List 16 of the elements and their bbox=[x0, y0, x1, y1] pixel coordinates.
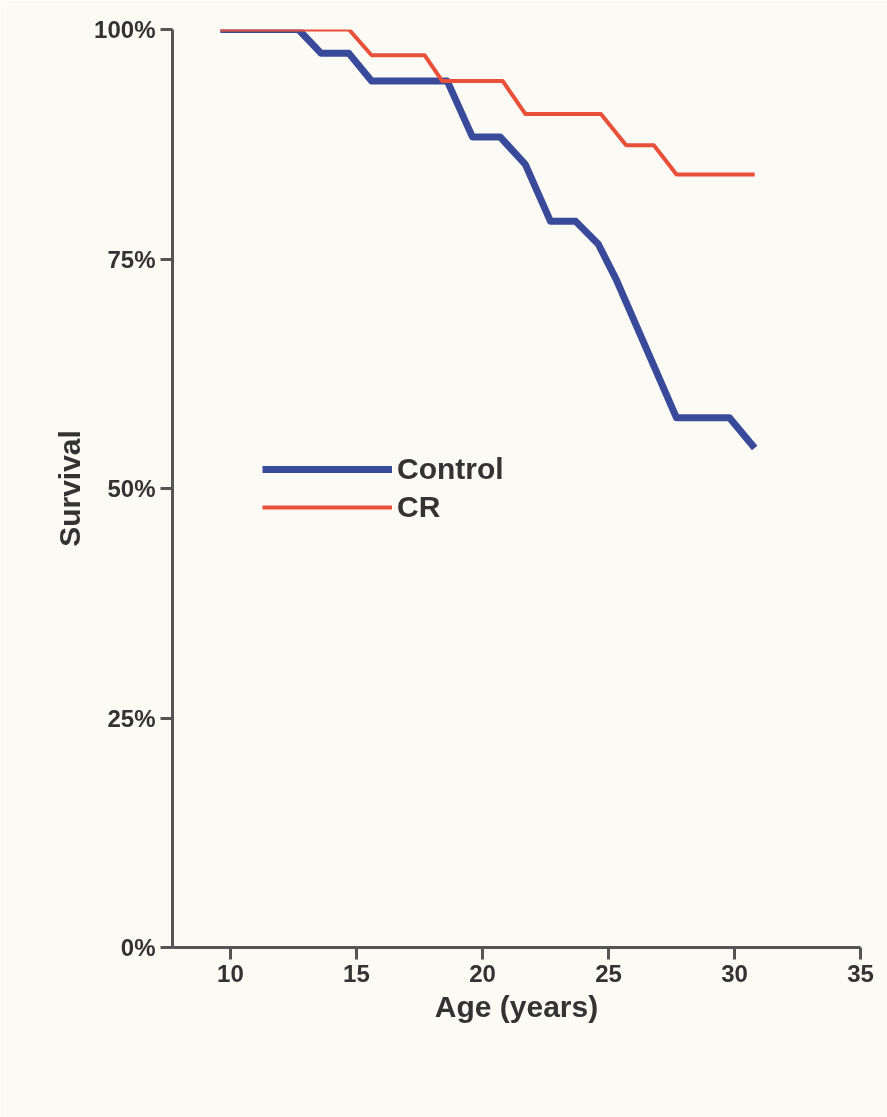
legend-label: CR bbox=[397, 490, 441, 524]
y-axis-title: Survival bbox=[53, 430, 87, 547]
legend-label: Control bbox=[397, 452, 504, 486]
x-tick-label: 20 bbox=[469, 959, 496, 987]
x-axis-title: Age (years) bbox=[434, 989, 599, 1023]
y-tick-label: 100% bbox=[94, 16, 156, 43]
x-tick-label: 15 bbox=[343, 959, 370, 987]
y-tick-label: 25% bbox=[107, 704, 156, 732]
y-tick-label: 75% bbox=[107, 245, 156, 273]
x-tick-label: 10 bbox=[217, 959, 244, 987]
y-tick-label: 0% bbox=[120, 934, 156, 961]
line-series bbox=[218, 29, 757, 177]
x-tick-label: 35 bbox=[847, 959, 874, 987]
y-tick-label: 50% bbox=[107, 475, 156, 502]
x-tick-label: 25 bbox=[595, 959, 622, 987]
x-tick-label: 30 bbox=[721, 959, 748, 987]
